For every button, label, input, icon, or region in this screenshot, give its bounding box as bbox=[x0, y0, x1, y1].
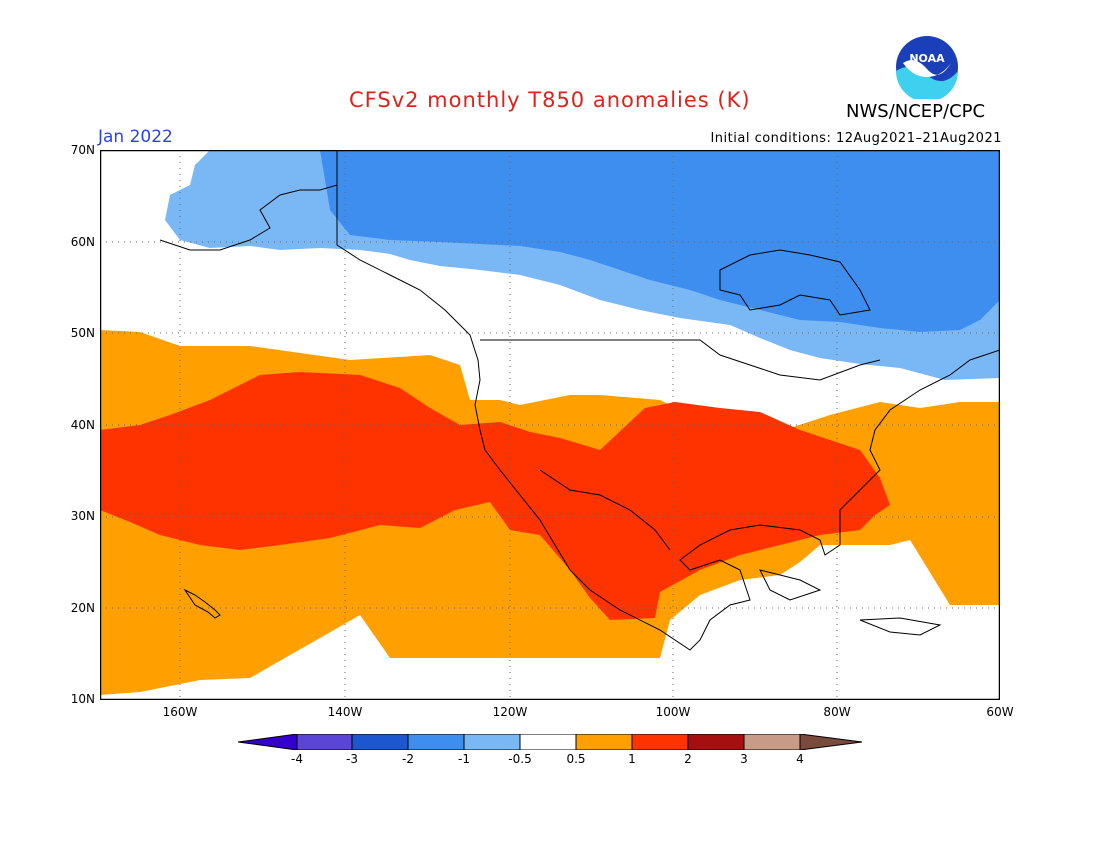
colorbar-swatch bbox=[744, 734, 800, 750]
lon-label: 160W bbox=[162, 705, 198, 719]
colorbar-swatch bbox=[520, 734, 576, 750]
colorbar-label: -4 bbox=[291, 752, 303, 766]
lat-label: 50N bbox=[70, 326, 95, 340]
colorbar-label: 4 bbox=[796, 752, 804, 766]
colorbar-swatch bbox=[464, 734, 520, 750]
lat-label: 30N bbox=[70, 509, 95, 523]
forecast-month: Jan 2022 bbox=[98, 127, 173, 147]
colorbar-swatch bbox=[352, 734, 408, 750]
lon-label: 140W bbox=[327, 705, 363, 719]
colorbar-swatch bbox=[408, 734, 464, 750]
agency-label: NWS/NCEP/CPC bbox=[846, 101, 986, 122]
colorbar-arrow-high bbox=[800, 734, 862, 750]
colorbar-swatch bbox=[688, 734, 744, 750]
lat-label: 20N bbox=[70, 601, 95, 615]
colorbar-swatch bbox=[297, 734, 352, 750]
initial-conditions: Initial conditions: 12Aug2021–21Aug2021 bbox=[710, 131, 1002, 146]
colorbar-swatch bbox=[576, 734, 632, 750]
political-borders bbox=[336, 150, 881, 551]
colorbar-label: 2 bbox=[684, 752, 692, 766]
lat-label: 60N bbox=[70, 235, 95, 249]
anomaly-map bbox=[100, 150, 1000, 700]
colorbar-label: -1 bbox=[458, 752, 470, 766]
colorbar-swatch bbox=[632, 734, 688, 750]
lon-label: 100W bbox=[655, 705, 691, 719]
lon-label: 60W bbox=[986, 705, 1014, 719]
colorbar-label: -0.5 bbox=[508, 752, 532, 766]
anomaly-region-blue-mid bbox=[320, 150, 1000, 332]
lon-label: 80W bbox=[823, 705, 851, 719]
noaa-logo: NOAA bbox=[896, 36, 958, 99]
lat-label: 10N bbox=[70, 692, 95, 706]
lat-label: 70N bbox=[70, 143, 95, 157]
lat-label: 40N bbox=[70, 418, 95, 432]
map-frame bbox=[100, 150, 1000, 700]
colorbar-arrow-low bbox=[238, 734, 297, 750]
chart-title: CFSv2 monthly T850 anomalies (K) bbox=[349, 88, 751, 112]
colorbar bbox=[238, 734, 862, 750]
logo-text: NOAA bbox=[909, 52, 945, 65]
lon-label: 120W bbox=[492, 705, 528, 719]
colorbar-label: 3 bbox=[740, 752, 748, 766]
colorbar-label: 1 bbox=[628, 752, 636, 766]
colorbar-label: -2 bbox=[402, 752, 414, 766]
graticule bbox=[100, 150, 1000, 700]
colorbar-label: 0.5 bbox=[566, 752, 586, 766]
anomaly-region-red bbox=[100, 372, 890, 620]
colorbar-label: -3 bbox=[346, 752, 358, 766]
